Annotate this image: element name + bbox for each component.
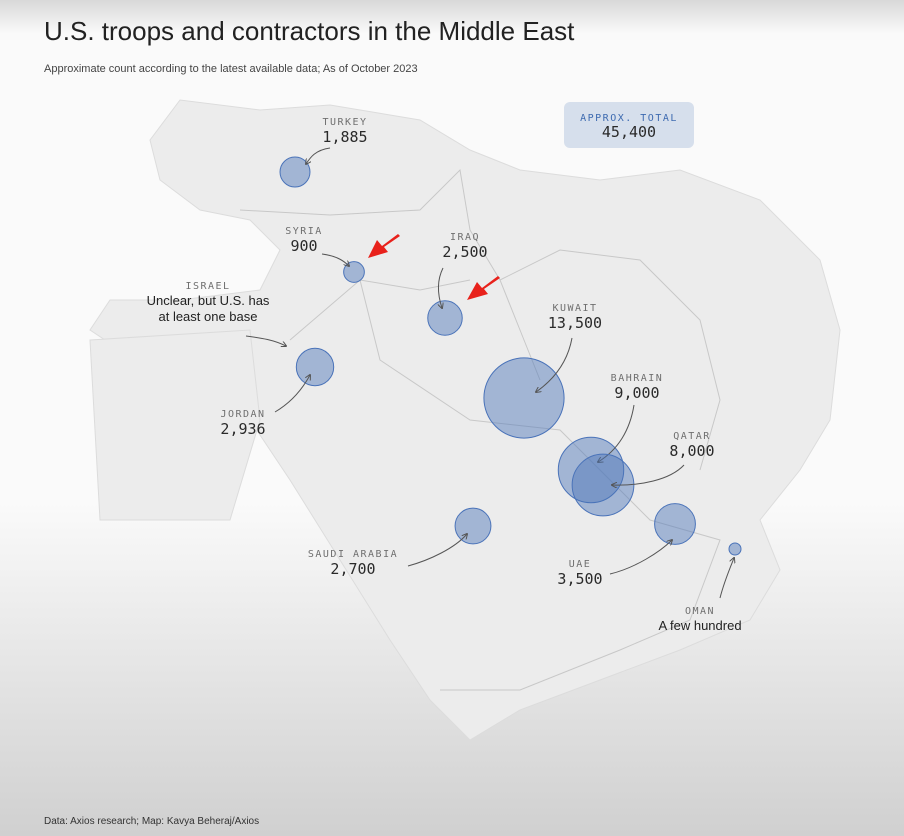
leader-line (306, 147, 331, 164)
bubble (427, 300, 463, 336)
region-name: QATAR (673, 431, 711, 442)
region-name: SYRIA (285, 226, 323, 237)
region-name: IRAQ (450, 232, 480, 243)
leader-line (536, 337, 573, 392)
region-name: JORDAN (220, 409, 265, 420)
bubble (654, 503, 696, 545)
region-note: at least one base (158, 309, 257, 324)
leader-line (321, 253, 349, 266)
region-name: KUWAIT (552, 303, 597, 314)
leader-line (274, 375, 310, 413)
region-count: 2,700 (330, 560, 375, 578)
leader-line (612, 464, 685, 485)
total-label: APPROX. TOTAL (580, 113, 678, 124)
region-count: 1,885 (322, 128, 367, 146)
region-count: 9,000 (614, 384, 659, 402)
leader-line (598, 404, 635, 462)
region-count: 3,500 (557, 570, 602, 588)
region-note: Unclear, but U.S. has (147, 293, 270, 308)
leader-line (438, 267, 443, 308)
leader-line (719, 558, 734, 599)
pointer-arrows (368, 234, 500, 300)
bubble (454, 507, 492, 545)
leader-line (407, 534, 467, 567)
map (89, 99, 841, 741)
region-name: SAUDI ARABIA (308, 549, 398, 560)
bubble (343, 261, 365, 283)
bubble (571, 453, 635, 517)
region-count: 13,500 (548, 314, 602, 332)
bubble (728, 542, 742, 556)
region-name: UAE (569, 559, 592, 570)
subtitle: Approximate count according to the lates… (44, 63, 418, 75)
leader-line (245, 335, 286, 346)
region-count: 2,500 (442, 243, 487, 261)
region-name: ISRAEL (185, 281, 230, 292)
title: U.S. troops and contractors in the Middl… (44, 16, 575, 46)
region-note: A few hundred (658, 618, 741, 633)
region-name: BAHRAIN (611, 373, 664, 384)
region-count: 8,000 (669, 442, 714, 460)
footer: Data: Axios research; Map: Kavya Beheraj… (44, 816, 259, 827)
region-count: 2,936 (220, 420, 265, 438)
region-count: 900 (290, 237, 317, 255)
bubble (295, 347, 335, 387)
total-value: 45,400 (602, 123, 656, 141)
bubble (557, 436, 625, 504)
total-box (564, 102, 694, 148)
red-arrow (467, 276, 500, 300)
red-arrow (368, 234, 400, 258)
bubble (483, 357, 565, 439)
region-name: OMAN (685, 606, 715, 617)
leader-line (609, 540, 672, 575)
region-name: TURKEY (322, 117, 367, 128)
bubble (279, 156, 311, 188)
